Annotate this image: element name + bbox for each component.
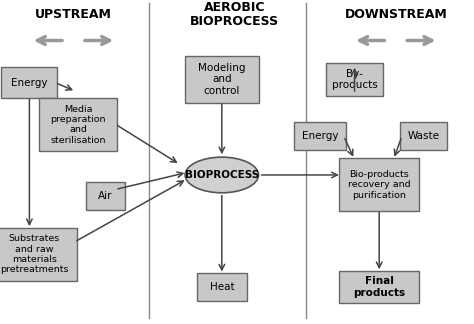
- Text: Energy: Energy: [301, 131, 338, 141]
- Text: DOWNSTREAM: DOWNSTREAM: [345, 8, 447, 21]
- FancyBboxPatch shape: [326, 63, 383, 96]
- Text: Energy: Energy: [11, 78, 48, 87]
- Ellipse shape: [185, 157, 259, 193]
- Text: Heat: Heat: [210, 282, 234, 292]
- FancyBboxPatch shape: [197, 273, 247, 301]
- Text: BIOPROCESS: BIOPROCESS: [185, 170, 259, 180]
- Text: UPSTREAM: UPSTREAM: [35, 8, 112, 21]
- Text: Modeling
and
control: Modeling and control: [198, 63, 246, 96]
- FancyBboxPatch shape: [294, 122, 346, 150]
- FancyBboxPatch shape: [339, 271, 419, 303]
- FancyBboxPatch shape: [185, 56, 259, 103]
- Text: Final
products: Final products: [353, 276, 405, 297]
- Text: Waste: Waste: [407, 131, 439, 141]
- Text: Air: Air: [98, 191, 112, 201]
- Text: Bio-products
recovery and
purification: Bio-products recovery and purification: [348, 170, 410, 200]
- FancyBboxPatch shape: [400, 122, 447, 150]
- FancyBboxPatch shape: [1, 67, 57, 98]
- FancyBboxPatch shape: [0, 227, 77, 281]
- Text: AEROBIC
BIOPROCESS: AEROBIC BIOPROCESS: [190, 1, 279, 28]
- Text: Media
preparation
and
sterilisation: Media preparation and sterilisation: [50, 105, 106, 145]
- FancyBboxPatch shape: [86, 182, 125, 210]
- Text: By-
products: By- products: [332, 69, 377, 90]
- Text: Substrates
and raw
materials
pretreatments: Substrates and raw materials pretreatmen…: [0, 234, 68, 274]
- FancyBboxPatch shape: [339, 158, 419, 212]
- FancyBboxPatch shape: [39, 98, 117, 152]
